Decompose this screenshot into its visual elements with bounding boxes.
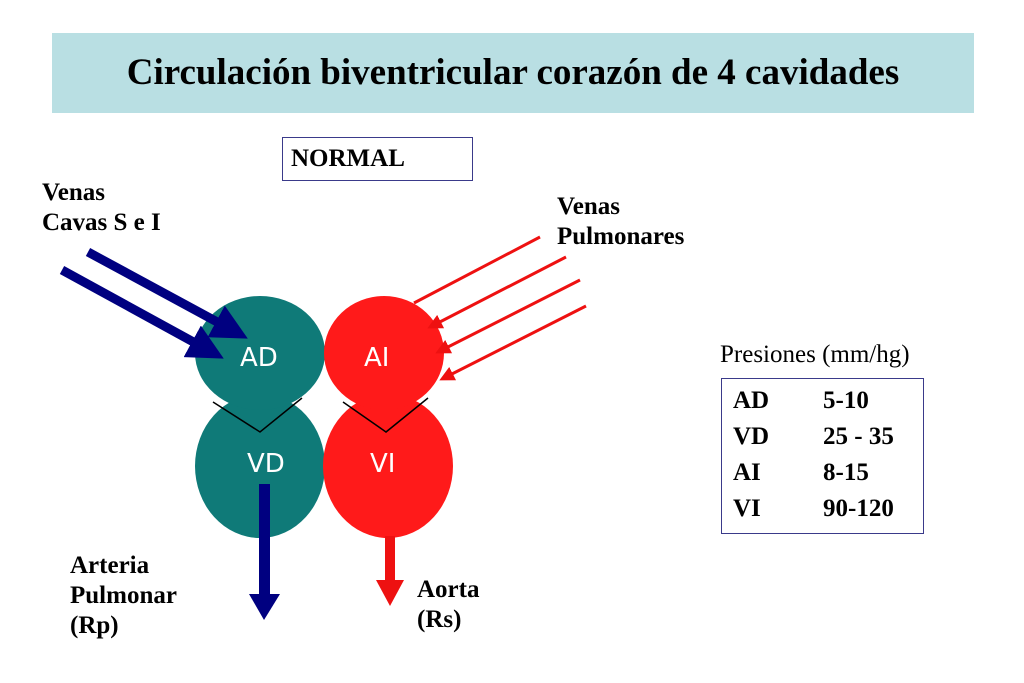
- state-label: NORMAL: [291, 145, 405, 172]
- pulmonary-vein-arrow: [439, 304, 587, 381]
- pressure-chamber: AD: [733, 387, 770, 414]
- pulmonary-vein-arrow: [427, 255, 567, 329]
- aorta-shaft: [385, 536, 395, 582]
- pressure-value: 25 - 35: [823, 423, 894, 450]
- label-line: Cavas S e I: [42, 209, 161, 236]
- label-line: Arteria: [70, 552, 150, 579]
- page-title: Circulación biventricular corazón de 4 c…: [126, 52, 900, 93]
- pressure-row-vi: VI 90-120: [733, 495, 894, 523]
- pressure-chamber: VD: [733, 423, 770, 450]
- label-line: Pulmonar: [70, 582, 177, 609]
- tricuspid-valve-line: [212, 397, 303, 433]
- pressure-row-ai: AI 8-15: [733, 459, 869, 487]
- ai-chamber: [324, 296, 444, 410]
- pressures-title: Presiones (mm/hg): [720, 341, 910, 368]
- pressure-value: 8-15: [823, 459, 869, 486]
- label-line: Pulmonares: [557, 223, 685, 250]
- chamber-label-vd: VD: [247, 449, 285, 479]
- label-arteria-pulmonar: Arteria Pulmonar (Rp): [70, 551, 177, 641]
- mitral-valve-line: [342, 397, 429, 433]
- vi-chamber: [323, 394, 453, 538]
- pulmonary-vein-line: [413, 235, 541, 305]
- pulmonary-vein-arrow: [435, 278, 581, 354]
- pressures-table: AD 5-10 VD 25 - 35 AI 8-15 VI 90-120: [721, 378, 924, 534]
- title-bar: Circulación biventricular corazón de 4 c…: [52, 33, 974, 113]
- label-line: Aorta: [417, 576, 480, 603]
- chamber-label-ai: AI: [364, 343, 389, 373]
- label-line: Venas: [42, 179, 105, 206]
- pressure-chamber: VI: [733, 495, 761, 522]
- vd-chamber: [195, 394, 325, 538]
- pulmonary-artery-shaft: [259, 484, 270, 594]
- pressure-chamber: AI: [733, 459, 761, 486]
- chamber-label-vi: VI: [370, 449, 395, 479]
- vena-cava-inferior-arrow: [59, 266, 224, 359]
- aorta-arrowhead: [376, 580, 404, 606]
- vena-cava-superior-arrow: [85, 248, 248, 339]
- pressure-row-ad: AD 5-10: [733, 387, 869, 415]
- label-venas-cavas: Venas Cavas S e I: [42, 178, 161, 238]
- label-line: (Rp): [70, 612, 119, 639]
- label-aorta: Aorta (Rs): [417, 575, 479, 635]
- pressure-row-vd: VD 25 - 35: [733, 423, 894, 451]
- label-line: Venas: [557, 193, 620, 220]
- chamber-label-ad: AD: [240, 343, 278, 373]
- state-box: NORMAL: [282, 137, 473, 181]
- pressure-value: 5-10: [823, 387, 869, 414]
- label-line: (Rs): [417, 606, 462, 633]
- pulmonary-artery-arrowhead: [249, 594, 280, 620]
- pressure-value: 90-120: [823, 495, 894, 522]
- label-venas-pulmonares: Venas Pulmonares: [557, 192, 684, 252]
